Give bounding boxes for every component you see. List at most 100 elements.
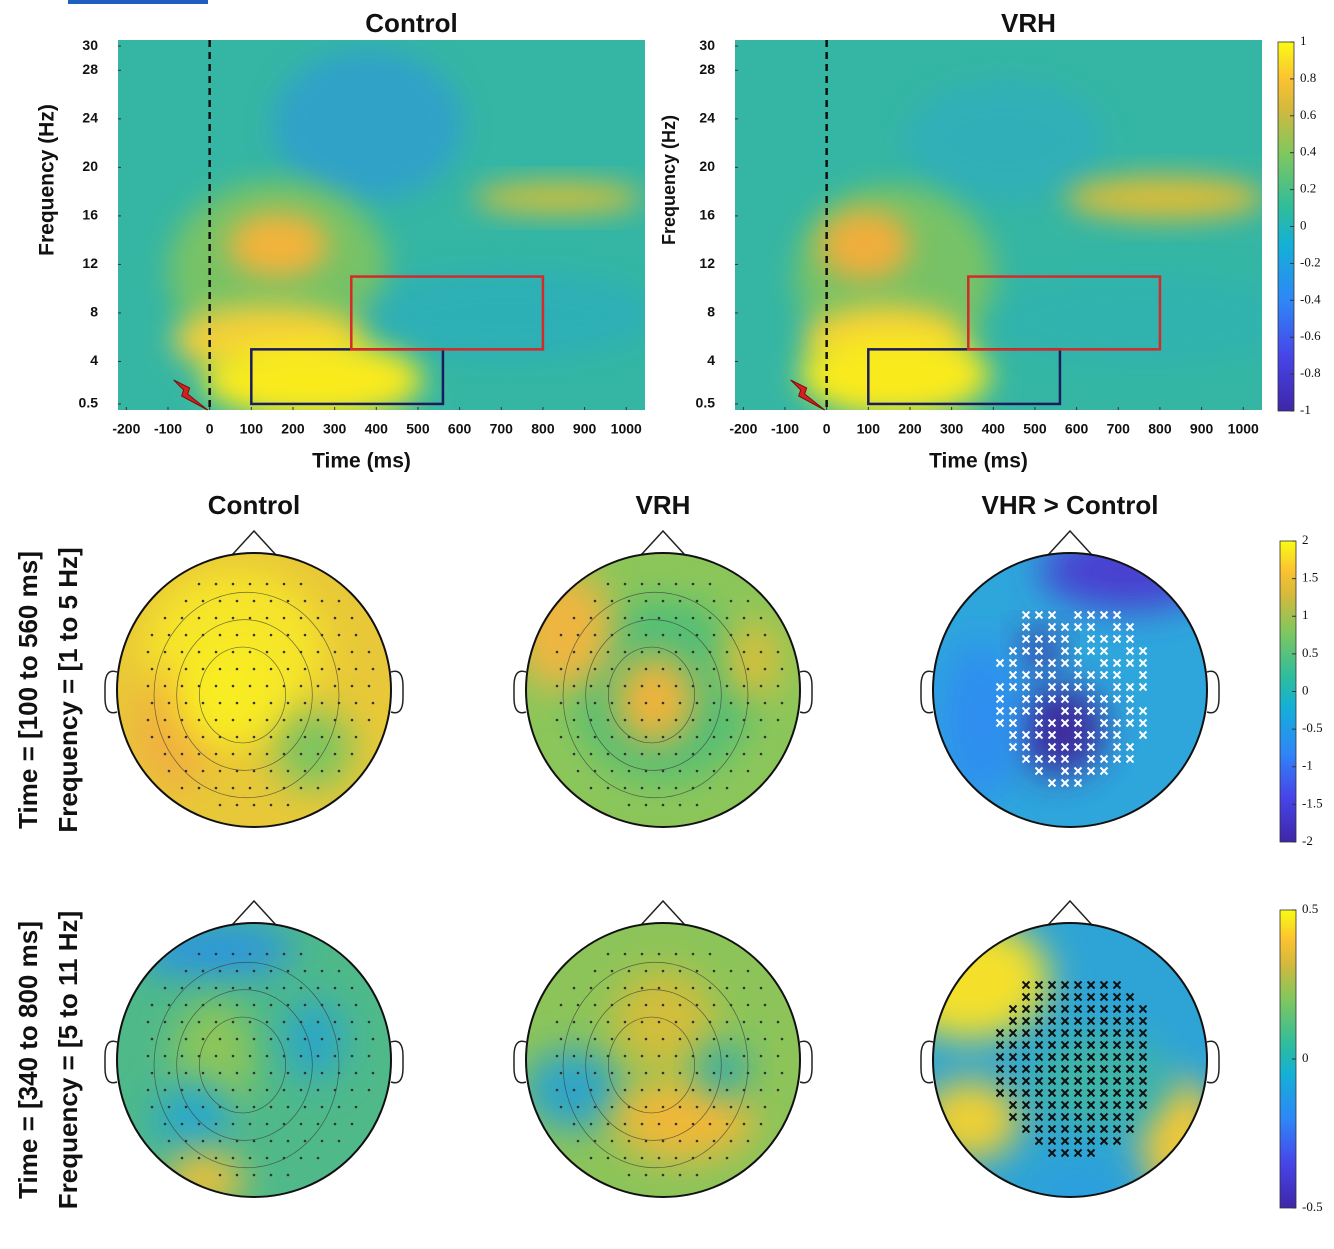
electrode [572,1088,576,1092]
x-tick-label: 400 [365,421,389,437]
electrode [282,1156,286,1160]
electrode [576,1071,580,1075]
electrode [214,1122,218,1126]
electrode [746,969,750,973]
electrode [725,718,729,722]
electrode [269,599,273,603]
significant-electrode [1112,622,1122,632]
significant-electrode [1138,1064,1148,1074]
electrode [333,1122,337,1126]
electrode [555,684,559,688]
significant-electrode [1034,1004,1044,1014]
topo-blob [274,710,354,790]
electrode [320,633,324,637]
significant-electrode [1086,610,1096,620]
electrode [644,769,648,773]
electrode [725,650,729,654]
electrode [201,599,205,603]
electrode [286,1037,290,1041]
electrode [623,1156,627,1160]
significant-electrode [1060,1064,1070,1074]
electrode [252,1037,256,1041]
electrode [623,1122,627,1126]
electrode [623,616,627,620]
electrode [252,1105,256,1109]
colorbar-tick-label: -1 [1302,758,1313,773]
significant-electrode [1099,1100,1109,1110]
electrode [661,1139,665,1143]
topo-blob [1040,1170,1120,1197]
electrode [299,786,303,790]
electrode [252,769,256,773]
significant-electrode [1021,610,1031,620]
electrode [371,667,375,671]
electrode [708,1122,712,1126]
significant-electrode [1138,718,1148,728]
electrode [235,1071,239,1075]
electrode [184,701,188,705]
electrode [350,1054,354,1058]
significant-electrode [1138,658,1148,668]
significant-electrode [995,694,1005,704]
electrode [742,1054,746,1058]
electrode [320,667,324,671]
y-tick-label: 20 [699,158,715,174]
significant-electrode [995,718,1005,728]
electrode [350,616,354,620]
electrode [184,667,188,671]
significant-electrode [1021,992,1031,1002]
electrode [231,1088,235,1092]
electrode [282,952,286,956]
electrode [197,752,201,756]
significant-electrode [1047,658,1057,668]
colorbar-tick-label: -0.6 [1300,328,1321,343]
significant-electrode [1112,634,1122,644]
electrode [593,1071,597,1075]
electrode [184,1003,188,1007]
electrode [184,633,188,637]
electrode [712,735,716,739]
electrode [146,1020,150,1024]
electrode [150,633,154,637]
significant-electrode [1112,694,1122,704]
electrode [218,735,222,739]
y-tick-label: 28 [82,61,98,77]
electrode [320,735,324,739]
electrode [265,718,269,722]
significant-electrode [1086,670,1096,680]
significant-electrode [1047,1100,1057,1110]
electrode [167,769,171,773]
x-tick-label: 100 [240,421,264,437]
electrode [303,1139,307,1143]
significant-electrode [1073,682,1083,692]
electrode [354,735,358,739]
significant-electrode [1008,646,1018,656]
significant-electrode [1034,610,1044,620]
significant-electrode [1099,658,1109,668]
electrode [559,633,563,637]
electrode [555,1020,559,1024]
electrode [725,1020,729,1024]
electrode [606,952,610,956]
significant-electrode [995,1028,1005,1038]
electrode [265,1054,269,1058]
significant-electrode [1112,1136,1122,1146]
significant-electrode [1099,646,1109,656]
ear [799,1040,813,1084]
electrode [252,599,256,603]
electrode [163,1122,167,1126]
electrode [371,701,375,705]
x-tick-label: 0 [206,421,214,437]
electrode [627,1105,631,1109]
electrode [610,701,614,705]
electrode [265,1156,269,1160]
electrode [725,1156,729,1160]
electrode [214,986,218,990]
electrode [746,633,750,637]
electrode [252,1003,256,1007]
electrode [593,1003,597,1007]
significant-electrode [1060,980,1070,990]
electrode [269,701,273,705]
electrode [610,1071,614,1075]
significant-electrode [1112,670,1122,680]
